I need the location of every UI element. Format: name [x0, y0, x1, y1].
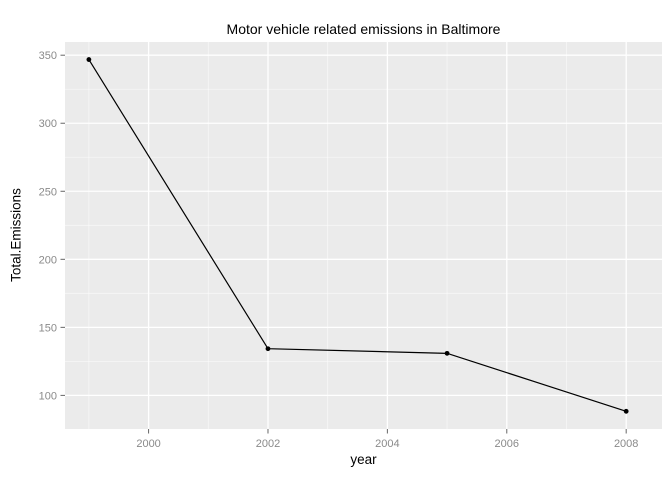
x-tick-label: 2008 [614, 438, 638, 450]
x-tick-label: 2004 [375, 438, 399, 450]
y-tick-label: 350 [39, 50, 57, 62]
y-tick-label: 250 [39, 186, 57, 198]
data-point [444, 350, 450, 356]
data-point [86, 57, 92, 62]
x-tick-label: 2006 [495, 438, 519, 450]
y-tick-label: 200 [39, 254, 57, 266]
x-axis-title: year [350, 452, 377, 467]
y-tick-label: 150 [39, 322, 57, 334]
data-point [623, 408, 629, 414]
y-tick-label: 100 [39, 390, 57, 402]
y-axis-title: Total.Emissions [8, 188, 24, 282]
data-point [265, 346, 271, 352]
y-tick-label: 300 [39, 118, 57, 130]
data-line [88, 59, 627, 412]
plot-panel [65, 42, 662, 429]
chart-title: Motor vehicle related emissions in Balti… [226, 21, 501, 37]
x-tick-label: 2002 [256, 438, 280, 450]
x-tick-label: 2000 [136, 438, 160, 450]
